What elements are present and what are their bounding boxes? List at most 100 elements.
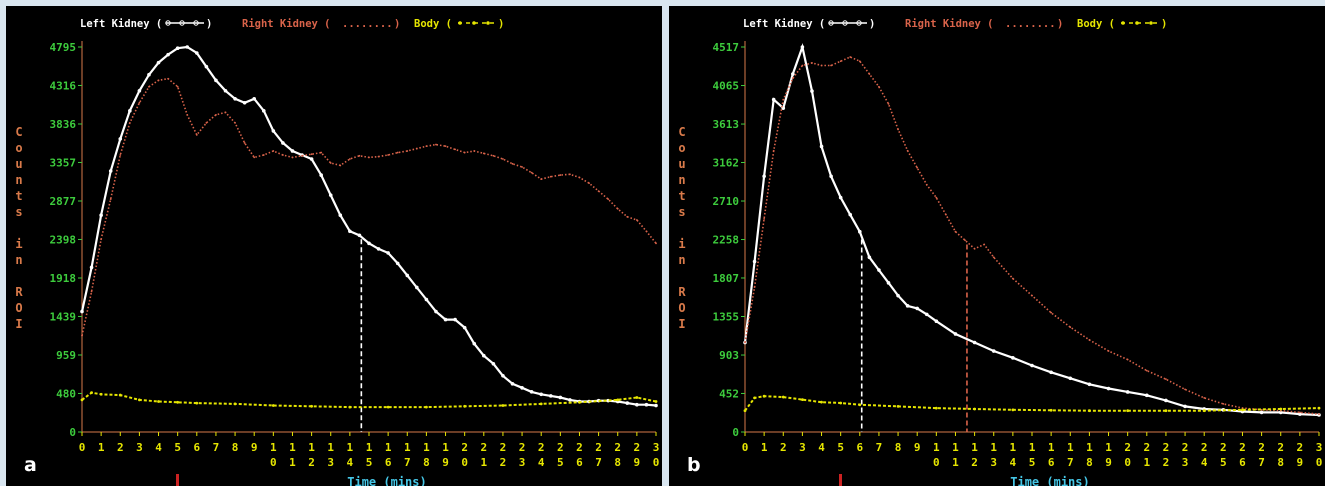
x-tick-label: 6 xyxy=(856,441,863,454)
left-kidney-point xyxy=(1068,376,1073,381)
right-kidney-point xyxy=(925,183,928,186)
y-axis-label-char: n xyxy=(678,253,685,267)
legend-right-kidney-dots: ........ xyxy=(342,18,393,30)
legend-body-marker xyxy=(458,21,462,25)
left-kidney-point xyxy=(118,137,123,141)
left-kidney-point xyxy=(1145,393,1149,398)
x-tick-label-second-digit: 3 xyxy=(327,456,334,469)
x-tick-label: 6 xyxy=(193,441,200,454)
right-kidney-point xyxy=(90,290,93,293)
x-tick-label: 1 xyxy=(366,441,373,454)
y-tick-label: 2710 xyxy=(713,195,740,208)
right-kidney-point xyxy=(878,85,880,88)
right-kidney-point xyxy=(377,155,380,158)
right-kidney-point xyxy=(320,151,323,154)
right-kidney-point xyxy=(1203,397,1206,399)
x-tick-label: 7 xyxy=(213,441,220,454)
right-kidney-point xyxy=(530,171,533,174)
right-kidney-point xyxy=(1318,413,1320,416)
legend-body-label: Body ( xyxy=(1077,18,1115,30)
x-tick-label-second-digit: 6 xyxy=(385,456,392,469)
body-point xyxy=(310,404,313,408)
right-kidney-point xyxy=(243,142,246,144)
x-tick-label: 1 xyxy=(347,441,354,454)
y-axis-label-char: n xyxy=(678,173,685,187)
x-tick-label: 1 xyxy=(971,441,978,454)
left-kidney-point xyxy=(924,312,929,317)
x-tick-label-second-digit: 1 xyxy=(480,456,487,469)
x-tick-label: 1 xyxy=(289,441,296,454)
left-kidney-point xyxy=(357,233,362,238)
right-kidney-point xyxy=(645,230,648,233)
left-kidney-point xyxy=(137,88,142,93)
right-kidney-point xyxy=(348,158,351,160)
right-kidney-point xyxy=(839,60,842,63)
body-point xyxy=(1241,408,1244,412)
x-tick-label-second-digit: 5 xyxy=(1029,456,1036,469)
body-point xyxy=(118,393,122,397)
body-point xyxy=(743,409,747,413)
left-kidney-point xyxy=(348,229,352,234)
body-point xyxy=(635,396,639,399)
x-tick-label: 1 xyxy=(404,441,411,454)
x-tick-label-second-digit: 4 xyxy=(1010,456,1017,469)
y-tick-label: 4795 xyxy=(50,41,77,54)
right-kidney-point xyxy=(234,121,236,124)
body-point xyxy=(1049,408,1053,412)
left-kidney-point xyxy=(829,174,833,179)
right-kidney-point xyxy=(983,243,986,246)
x-tick-label: 2 xyxy=(614,441,621,454)
x-tick-label: 1 xyxy=(990,441,997,454)
right-kidney-point xyxy=(186,113,189,116)
body-point xyxy=(973,407,976,411)
left-kidney-curve xyxy=(743,42,1320,417)
body-point xyxy=(896,405,900,408)
right-kidney-point xyxy=(521,166,523,168)
right-kidney-point xyxy=(820,64,823,67)
left-kidney-point xyxy=(858,229,862,234)
body-point xyxy=(934,406,938,410)
x-tick-label: 2 xyxy=(1143,441,1150,454)
right-kidney-point xyxy=(935,196,938,199)
right-kidney-point xyxy=(945,213,947,216)
right-kidney-point xyxy=(224,111,227,114)
left-kidney-point xyxy=(204,64,209,69)
x-tick-label: 2 xyxy=(519,441,526,454)
x-tick-label: 2 xyxy=(538,441,545,454)
body-point xyxy=(781,395,785,399)
left-kidney-curve xyxy=(80,45,657,407)
y-axis-label-char: t xyxy=(678,189,685,203)
y-axis-label-char: n xyxy=(15,253,22,267)
right-kidney-point xyxy=(205,121,208,124)
right-kidney-point xyxy=(358,154,361,157)
x-tick-label: 1 xyxy=(327,441,334,454)
legend-left-kidney-close: ) xyxy=(206,18,212,30)
x-tick-label-second-digit: 9 xyxy=(1105,456,1112,469)
x-tick-label-second-digit: 8 xyxy=(1277,456,1284,469)
right-kidney-point xyxy=(1165,378,1167,381)
right-kidney-point xyxy=(858,60,861,63)
right-kidney-point xyxy=(415,147,418,150)
x-tick-label-second-digit: 2 xyxy=(1163,456,1170,469)
body-point xyxy=(176,400,180,404)
renogram-panel-a: Left Kidney () Right Kidney (........) Bod… xyxy=(6,6,662,486)
x-tick-label-second-digit: 2 xyxy=(500,456,507,469)
left-kidney-point xyxy=(108,169,113,173)
right-kidney-point xyxy=(782,98,785,101)
x-tick-label: 1 xyxy=(1105,441,1112,454)
right-kidney-point xyxy=(176,85,179,88)
right-kidney-point xyxy=(329,162,332,164)
right-kidney-point xyxy=(282,154,284,156)
left-kidney-point xyxy=(1125,390,1130,394)
right-kidney-point xyxy=(1011,277,1014,280)
y-tick-label: 959 xyxy=(56,349,76,362)
right-kidney-point xyxy=(849,56,852,58)
right-kidney-point xyxy=(435,143,437,146)
right-kidney-point xyxy=(1050,311,1053,314)
left-kidney-point xyxy=(539,392,543,397)
left-kidney-point xyxy=(319,173,323,177)
x-tick-label-second-digit: 3 xyxy=(519,456,526,469)
y-tick-label: 3357 xyxy=(50,156,77,169)
left-kidney-point xyxy=(886,281,891,285)
legend-left-kidney-label: Left Kidney ( xyxy=(80,18,162,30)
